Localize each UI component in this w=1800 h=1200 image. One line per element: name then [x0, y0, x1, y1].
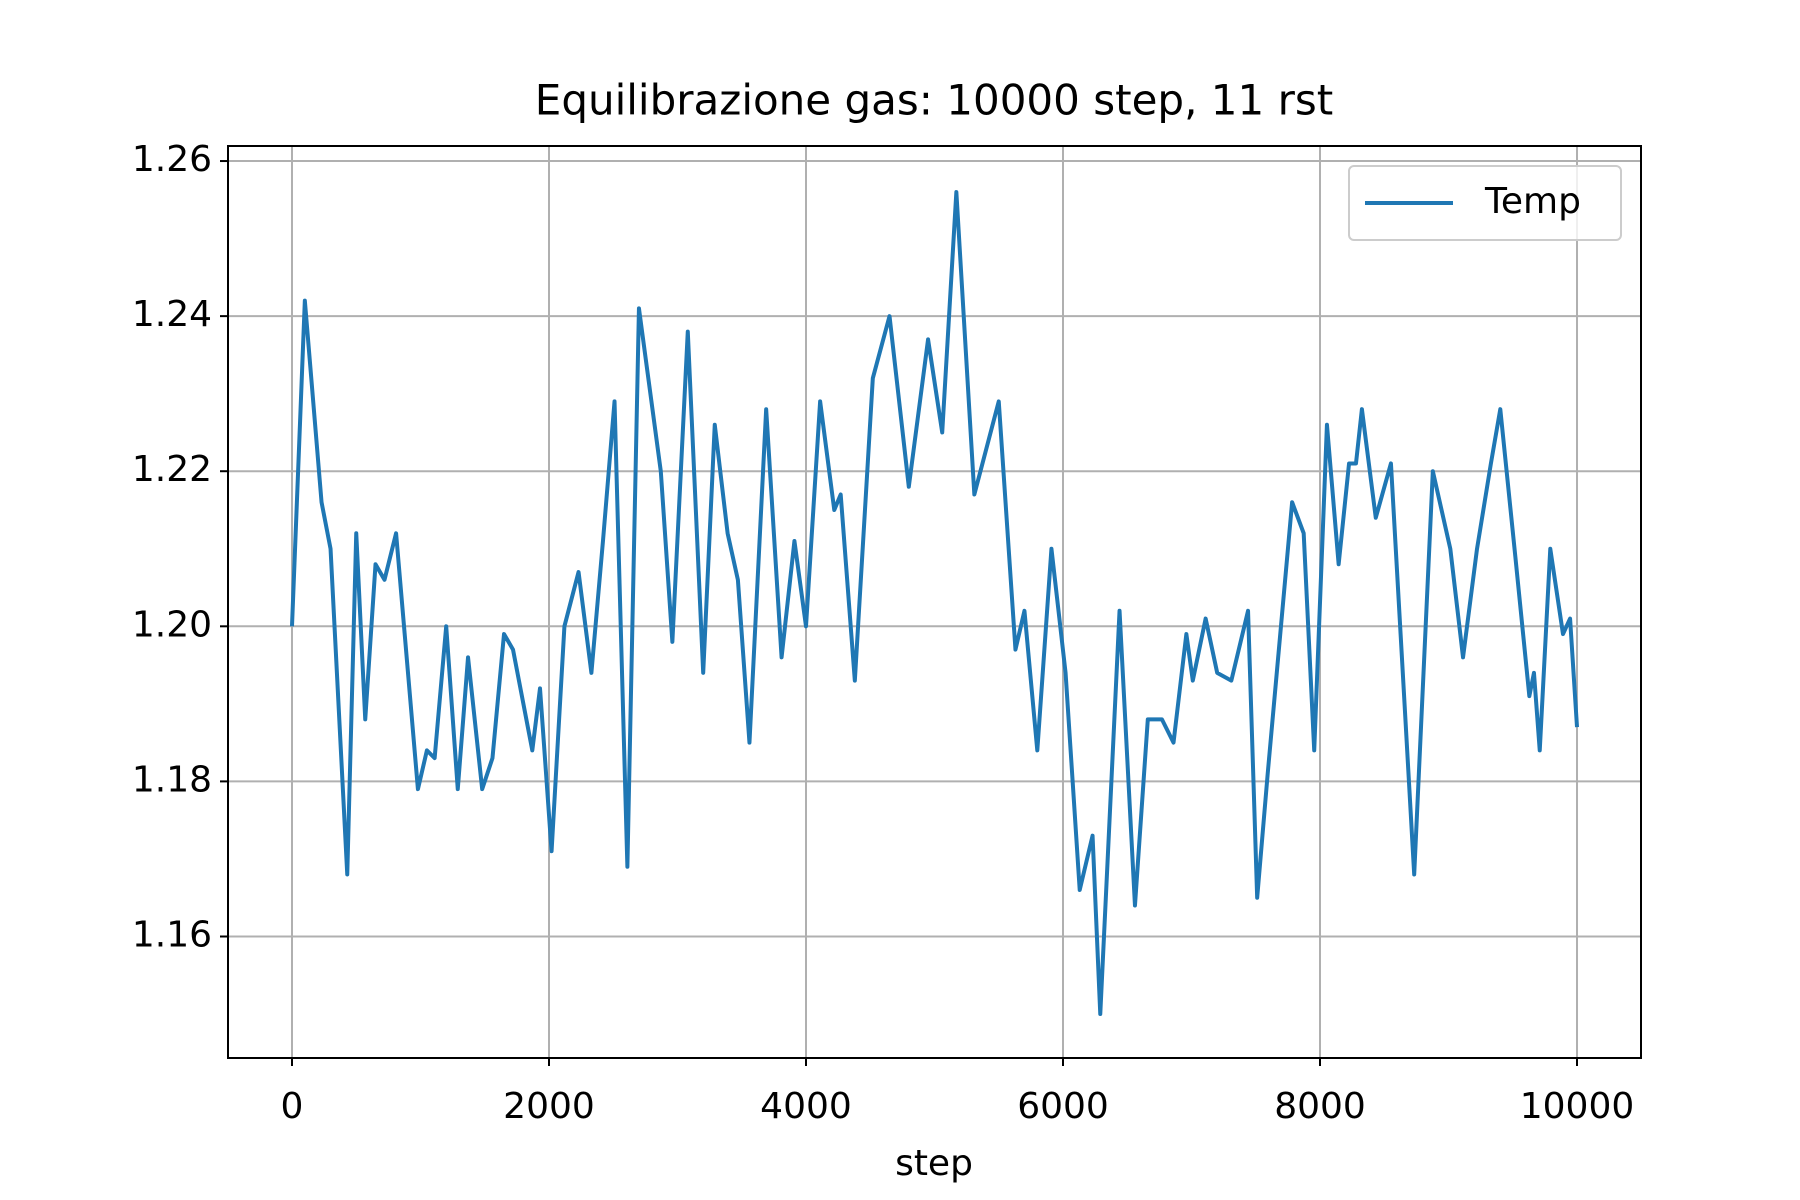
x-tick-label: 2000 [503, 1086, 595, 1127]
legend-label: Temp [1484, 181, 1581, 222]
x-tick-label: 4000 [760, 1086, 852, 1127]
chart-title: Equilibrazione gas: 10000 step, 11 rst [535, 76, 1333, 125]
x-tick-label: 6000 [1017, 1086, 1109, 1127]
line-series [289, 190, 1580, 1017]
x-tick-label: 10000 [1520, 1086, 1635, 1127]
y-tick-label: 1.16 [132, 914, 212, 955]
y-tick-label: 1.26 [132, 139, 212, 180]
x-tick-label: 8000 [1274, 1086, 1366, 1127]
y-tick-label: 1.22 [132, 449, 212, 490]
y-tick-label: 1.20 [132, 604, 212, 645]
x-axis-label: step [895, 1143, 973, 1184]
y-tick-label: 1.18 [132, 759, 212, 800]
x-tick-label: 0 [281, 1086, 304, 1127]
legend-box [1348, 165, 1622, 241]
y-tick-label: 1.24 [132, 294, 212, 335]
plot-frame [227, 145, 1642, 1059]
